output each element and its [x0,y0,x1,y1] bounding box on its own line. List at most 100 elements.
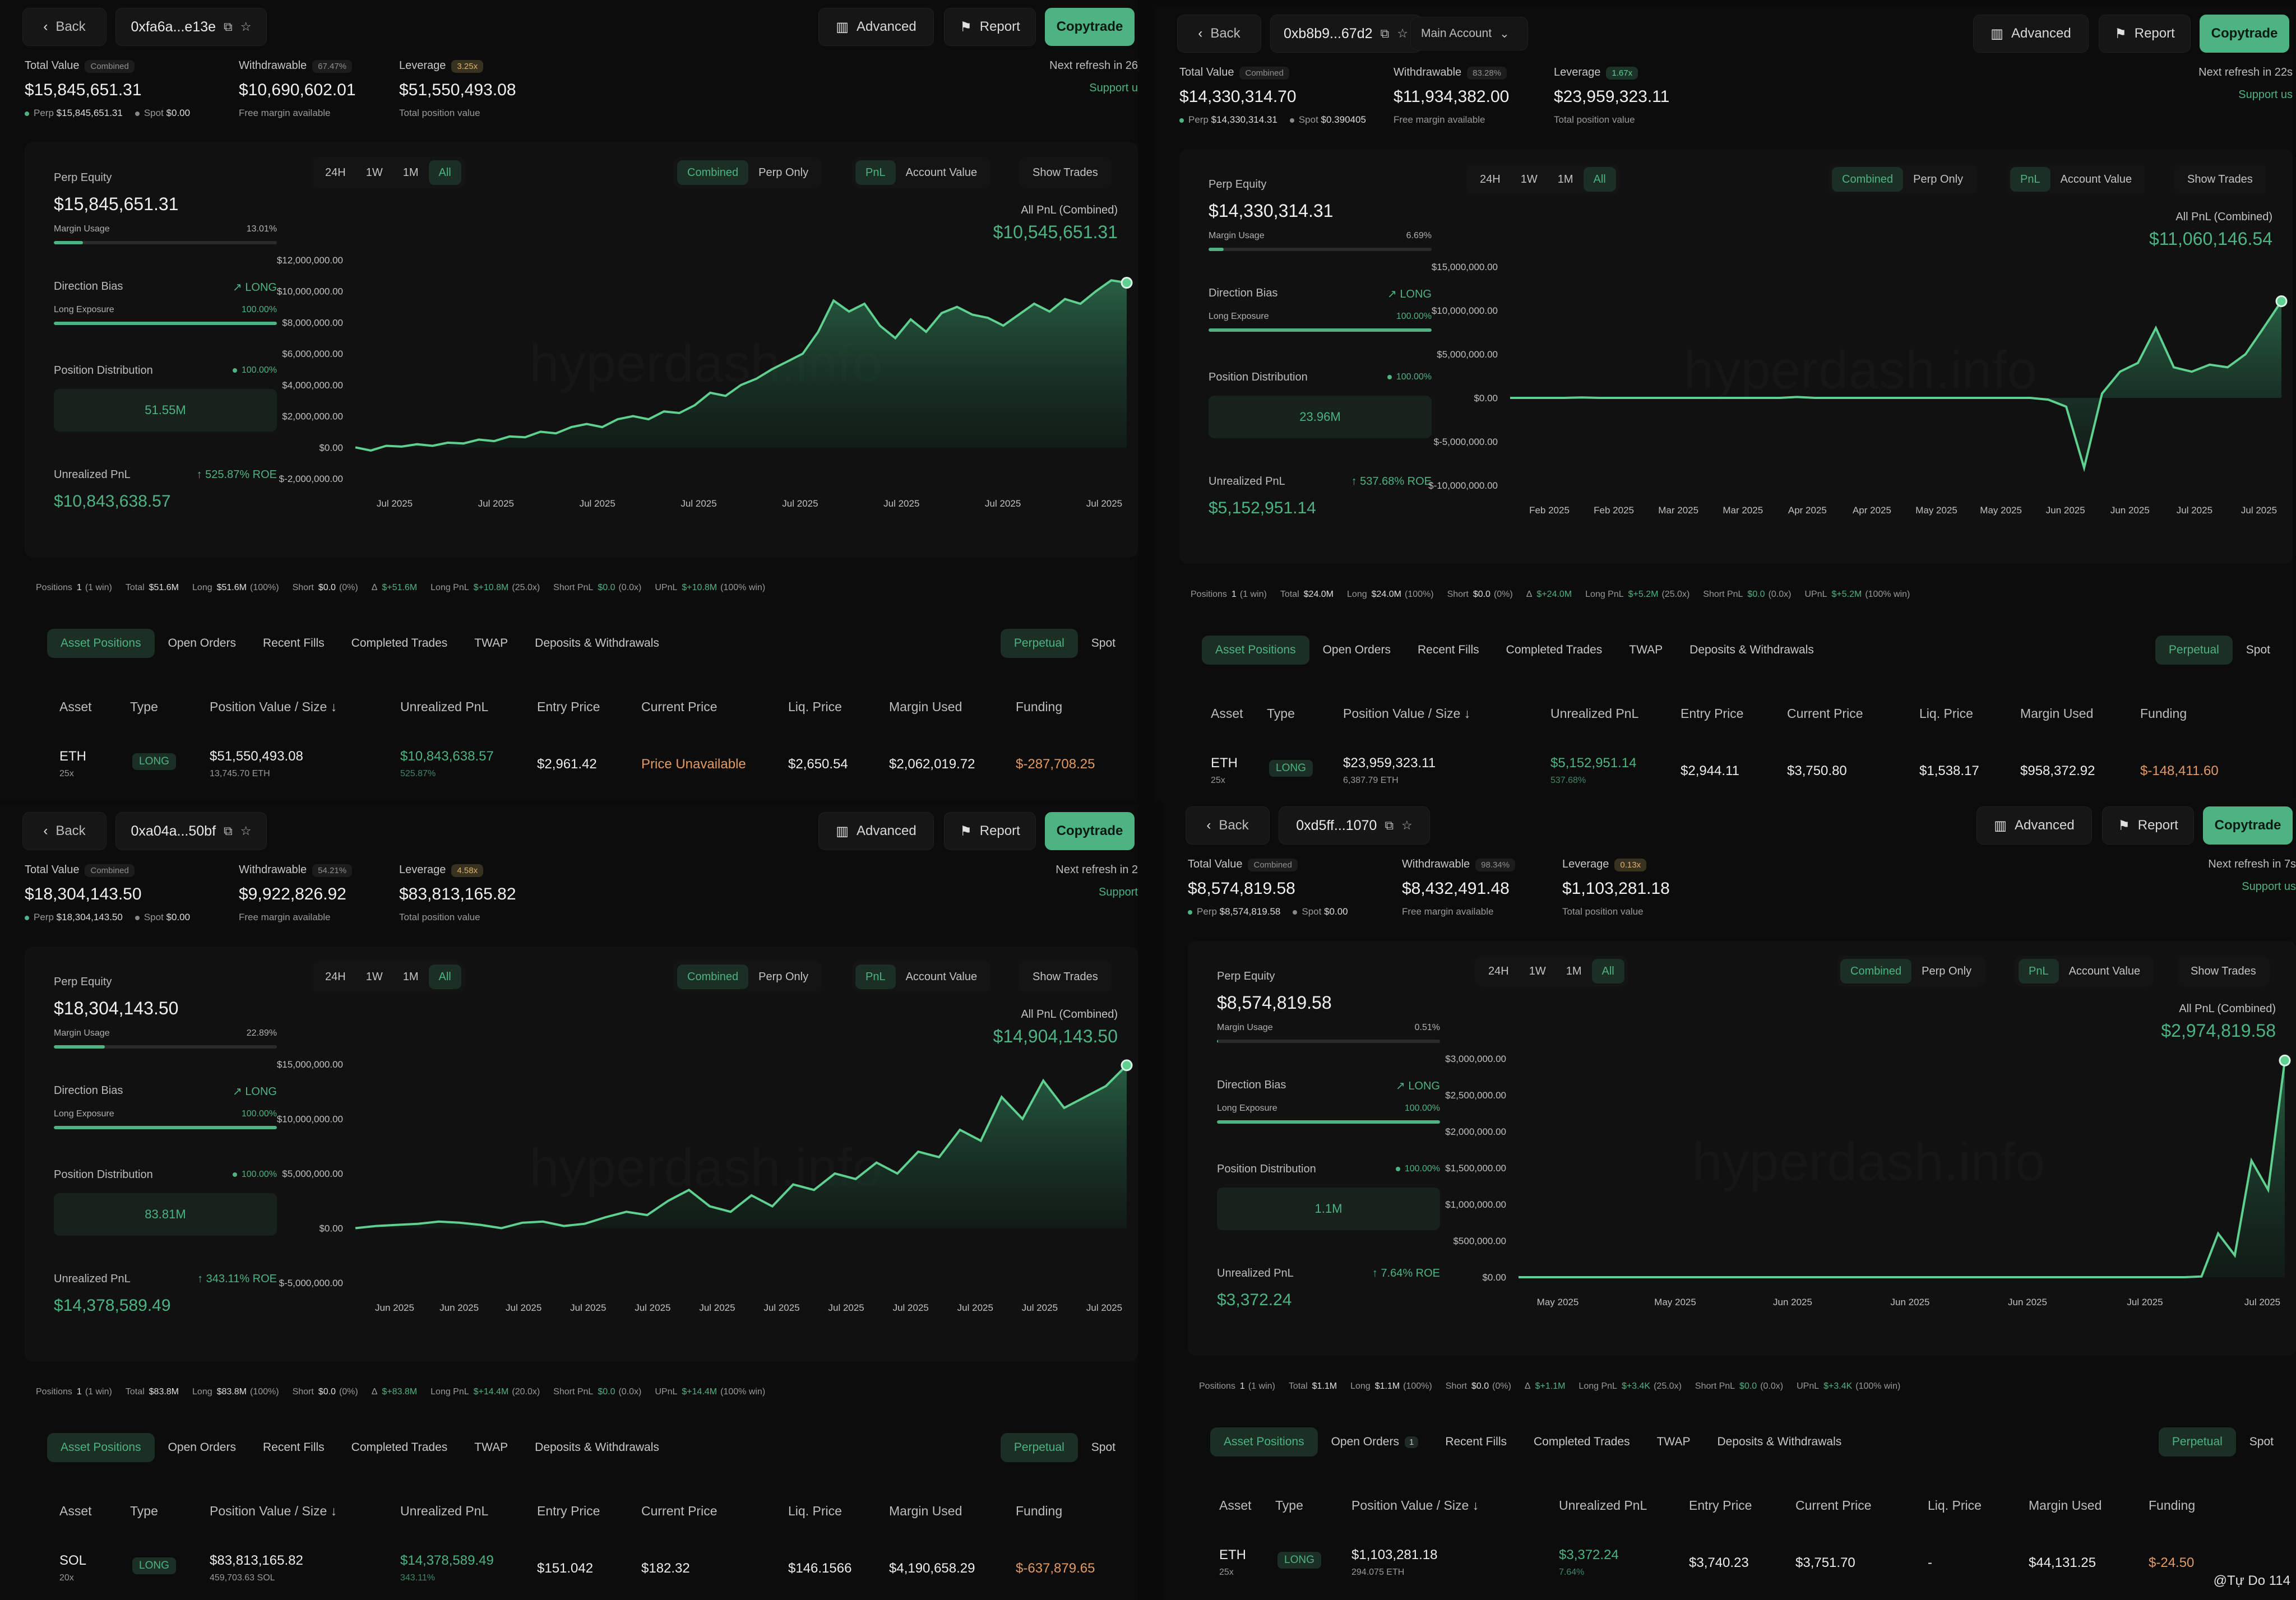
metric-tab-pnl[interactable]: PnL [855,160,896,185]
tab-recent-fills[interactable]: Recent Fills [249,1433,338,1462]
address-chip[interactable]: 0xfa6a...e13e ⧉ ☆ [115,8,267,46]
tab-twap[interactable]: TWAP [1615,636,1676,665]
table-header[interactable]: Position Value / Size ↓ [210,1504,337,1519]
table-header[interactable]: Asset [59,1504,92,1519]
tab-spot[interactable]: Spot [1091,637,1115,650]
copy-icon[interactable]: ⧉ [224,824,233,838]
support-link[interactable]: Support [1098,886,1138,898]
time-tab-all[interactable]: All [428,964,461,989]
back-button[interactable]: ‹ Back [1177,15,1261,53]
tab-completed-trades[interactable]: Completed Trades [1493,636,1616,665]
table-header[interactable]: Unrealized PnL [1550,706,1638,721]
tab-twap[interactable]: TWAP [461,1433,521,1462]
tab-deposits-withdrawals[interactable]: Deposits & Withdrawals [521,629,673,658]
mode-tab-combined[interactable]: Combined [1832,167,1904,192]
table-header[interactable]: Type [1267,706,1295,721]
metric-tab-account-value[interactable]: Account Value [2060,173,2132,185]
tab-completed-trades[interactable]: Completed Trades [1520,1427,1644,1457]
support-link[interactable]: Support u [1089,82,1138,94]
table-header[interactable]: Liq. Price [1928,1498,1982,1513]
table-header[interactable]: Margin Used [2020,706,2093,721]
table-header[interactable]: Current Price [1795,1498,1871,1513]
mode-tab-combined[interactable]: Combined [677,160,749,185]
tab-perpetual[interactable]: Perpetual [2155,636,2233,665]
table-header[interactable]: Liq. Price [788,699,842,715]
table-header[interactable]: Liq. Price [1919,706,1973,721]
back-button[interactable]: ‹ Back [22,812,107,850]
tab-asset-positions[interactable]: Asset Positions [1210,1427,1318,1457]
time-tab-1w[interactable]: 1W [365,166,383,179]
distribution-bar[interactable]: 23.96M [1209,396,1432,438]
tab-deposits-withdrawals[interactable]: Deposits & Withdrawals [1676,636,1827,665]
mode-tab-perp-only[interactable]: Perp Only [1922,964,1972,977]
table-header[interactable]: Position Value / Size ↓ [1343,706,1470,721]
address-chip[interactable]: 0xa04a...50bf ⧉ ☆ [115,812,267,850]
pnl-chart[interactable]: $15,000,000.00 $10,000,000.00 $5,000,000.0… [260,1053,1133,1316]
show-trades-toggle[interactable]: Show Trades [1033,970,1098,983]
tab-deposits-withdrawals[interactable]: Deposits & Withdrawals [1704,1427,1855,1457]
table-header[interactable]: Type [1275,1498,1303,1513]
tab-spot[interactable]: Spot [2246,643,2270,656]
tab-asset-positions[interactable]: Asset Positions [1202,636,1309,665]
tab-open-orders[interactable]: Open Orders 1 [1318,1427,1432,1457]
tab-twap[interactable]: TWAP [1644,1427,1704,1457]
tab-recent-fills[interactable]: Recent Fills [249,629,338,658]
table-header[interactable]: Margin Used [889,699,962,715]
table-header[interactable]: Entry Price [1689,1498,1752,1513]
tab-perpetual[interactable]: Perpetual [1000,629,1078,658]
time-tab-24h[interactable]: 24H [1480,173,1501,185]
table-header[interactable]: Current Price [641,699,717,715]
advanced-button[interactable]: ▥ Advanced [1973,15,2089,53]
copytrade-button[interactable]: Copytrade [2203,806,2293,845]
time-tab-1m[interactable]: 1M [1557,173,1573,185]
table-header[interactable]: Position Value / Size ↓ [210,699,337,715]
mode-tab-perp-only[interactable]: Perp Only [758,166,809,179]
table-header[interactable]: Entry Price [537,699,600,715]
table-header[interactable]: Type [130,699,158,715]
mode-tab-combined[interactable]: Combined [1840,959,1912,984]
distribution-bar[interactable]: 51.55M [54,389,277,432]
report-button[interactable]: ⚑ Report [2099,15,2191,53]
table-header[interactable]: Current Price [1787,706,1863,721]
star-icon[interactable]: ☆ [240,824,252,838]
table-header[interactable]: Funding [1016,1504,1062,1519]
back-button[interactable]: ‹ Back [22,8,107,46]
copy-icon[interactable]: ⧉ [1385,818,1394,832]
table-header[interactable]: Entry Price [537,1504,600,1519]
tab-completed-trades[interactable]: Completed Trades [338,1433,461,1462]
time-tab-24h[interactable]: 24H [1488,964,1509,977]
metric-tab-account-value[interactable]: Account Value [905,970,978,983]
show-trades-toggle[interactable]: Show Trades [2191,964,2256,977]
show-trades-toggle[interactable]: Show Trades [1033,166,1098,179]
table-header[interactable]: Asset [59,699,92,715]
metric-tab-pnl[interactable]: PnL [2019,959,2059,984]
tab-recent-fills[interactable]: Recent Fills [1404,636,1493,665]
metric-tab-pnl[interactable]: PnL [2010,167,2050,192]
tab-open-orders[interactable]: Open Orders [1309,636,1404,665]
tab-recent-fills[interactable]: Recent Fills [1432,1427,1520,1457]
tab-completed-trades[interactable]: Completed Trades [338,629,461,658]
star-icon[interactable]: ☆ [1397,26,1408,40]
back-button[interactable]: ‹ Back [1186,806,1270,845]
star-icon[interactable]: ☆ [240,20,252,34]
time-tab-1m[interactable]: 1M [402,166,419,179]
table-header[interactable]: Funding [1016,699,1062,715]
time-tab-24h[interactable]: 24H [325,970,346,983]
address-chip[interactable]: 0xb8b9...67d2 ⧉ ☆ [1270,15,1422,53]
support-link[interactable]: Support us [2238,89,2293,101]
star-icon[interactable]: ☆ [1401,818,1413,832]
advanced-button[interactable]: ▥ Advanced [818,8,934,46]
table-header[interactable]: Position Value / Size ↓ [1351,1498,1479,1513]
copy-icon[interactable]: ⧉ [1380,26,1390,40]
table-header[interactable]: Funding [2149,1498,2195,1513]
table-header[interactable]: Entry Price [1681,706,1743,721]
distribution-bar[interactable]: 1.1M [1217,1188,1440,1230]
time-tab-all[interactable]: All [1583,167,1616,192]
metric-tab-pnl[interactable]: PnL [855,964,896,989]
pnl-chart[interactable]: $12,000,000.00 $10,000,000.00 $8,000,000.0… [260,249,1133,512]
copy-icon[interactable]: ⧉ [224,20,233,34]
report-button[interactable]: ⚑ Report [944,8,1036,46]
table-header[interactable]: Margin Used [889,1504,962,1519]
support-link[interactable]: Support us [2242,880,2296,893]
time-tab-1m[interactable]: 1M [402,970,419,983]
